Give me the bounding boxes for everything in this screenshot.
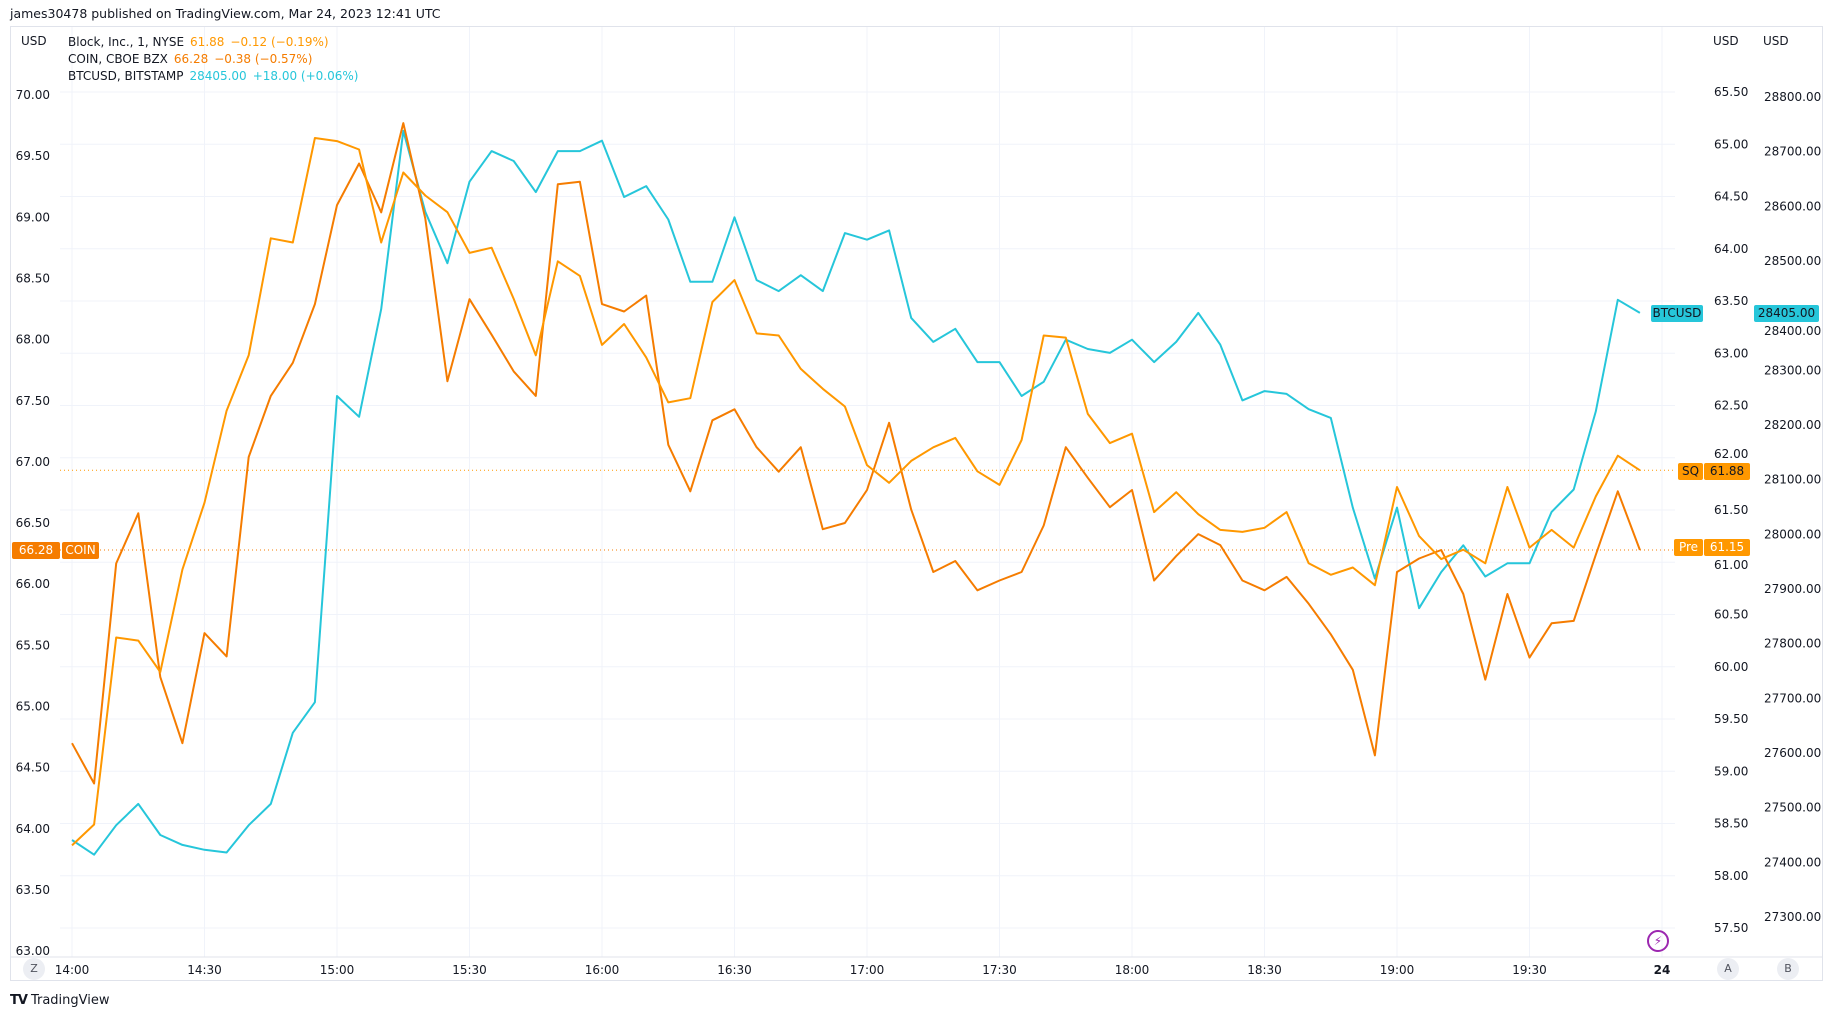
right-axis-tick-label: 65.00 bbox=[1714, 137, 1748, 151]
left-axis-tick-label: 69.50 bbox=[16, 149, 50, 163]
lightning-icon[interactable]: ⚡ bbox=[1647, 930, 1669, 952]
coin-series-line bbox=[71, 122, 1641, 785]
left-axis-tick-label: 63.50 bbox=[16, 883, 50, 897]
logo-text: TradingView bbox=[30, 993, 110, 1008]
coin-price-badge: 66.28 bbox=[12, 542, 60, 559]
right-axis-tick-label: 60.50 bbox=[1714, 608, 1748, 622]
time-axis-label: 19:30 bbox=[1512, 963, 1547, 977]
left-axis-tick-label: 67.00 bbox=[16, 455, 50, 469]
time-axis-label: 17:00 bbox=[850, 963, 885, 977]
time-axis-label: 18:30 bbox=[1247, 963, 1282, 977]
legend: Block, Inc., 1, NYSE 61.88 −0.12 (−0.19%) … bbox=[68, 34, 364, 85]
right-axis-tick-label: 60.00 bbox=[1714, 660, 1748, 674]
legend-last: 66.28 bbox=[173, 52, 209, 66]
left-axis-tick-label: 63.00 bbox=[16, 944, 50, 958]
right-axis-tick-label: 59.00 bbox=[1714, 764, 1748, 778]
legend-symbol: Block, Inc., 1, NYSE bbox=[68, 35, 185, 49]
time-axis-label: 17:30 bbox=[982, 963, 1017, 977]
right-axis-unit: USD bbox=[1713, 34, 1739, 48]
sq-price-badge: 61.88 bbox=[1704, 463, 1750, 480]
right-axis-tick-label: 62.50 bbox=[1714, 399, 1748, 413]
legend-change: −0.12 (−0.19%) bbox=[230, 35, 329, 49]
right2-axis-tick-label: 28600.00 bbox=[1764, 199, 1821, 213]
right2-axis-unit: USD bbox=[1763, 34, 1789, 48]
tv-logo-icon: TV bbox=[10, 993, 28, 1008]
right-axis-tick-label: 58.50 bbox=[1714, 817, 1748, 831]
btcusd-series-line bbox=[71, 129, 1641, 856]
legend-row-coin[interactable]: COIN, CBOE BZX 66.28 −0.38 (−0.57%) bbox=[68, 51, 364, 68]
time-axis-label: 15:00 bbox=[320, 963, 355, 977]
left-axis-tick-label: 68.50 bbox=[16, 271, 50, 285]
right2-axis-tick-label: 28800.00 bbox=[1764, 90, 1821, 104]
legend-change: −0.38 (−0.57%) bbox=[214, 52, 313, 66]
left-axis-tick-label: 64.00 bbox=[16, 822, 50, 836]
right-axis-tick-label: 63.00 bbox=[1714, 346, 1748, 360]
right2-axis-tick-label: 28700.00 bbox=[1764, 145, 1821, 159]
btcusd-price-badge: 28405.00 bbox=[1754, 305, 1819, 322]
right-axis-tick-label: 59.50 bbox=[1714, 712, 1748, 726]
time-axis-label: 24 bbox=[1654, 963, 1671, 977]
left-axis-tick-label: 66.00 bbox=[16, 577, 50, 591]
chart-frame bbox=[10, 26, 1823, 981]
right2-axis-tick-label: 27600.00 bbox=[1764, 746, 1821, 760]
right-axis-tick-label: 61.50 bbox=[1714, 503, 1748, 517]
legend-change: +18.00 (+0.06%) bbox=[252, 69, 359, 83]
btcusd-label-badge: BTCUSD bbox=[1651, 305, 1703, 322]
right-axis-tick-label: 61.00 bbox=[1714, 558, 1748, 572]
premarket-price-badge: 61.15 bbox=[1704, 539, 1750, 556]
right2-axis-tick-label: 27500.00 bbox=[1764, 801, 1821, 815]
right2-axis-tick-label: 28400.00 bbox=[1764, 324, 1821, 338]
time-axis-label: 19:00 bbox=[1380, 963, 1415, 977]
right-axis-tick-label: 64.50 bbox=[1714, 190, 1748, 204]
time-axis-label: 15:30 bbox=[452, 963, 487, 977]
tradingview-logo[interactable]: TV TradingView bbox=[10, 993, 109, 1008]
right2-axis-tick-label: 27900.00 bbox=[1764, 582, 1821, 596]
coin-label-badge: COIN bbox=[62, 542, 99, 559]
time-axis-label: 16:30 bbox=[717, 963, 752, 977]
left-axis-tick-label: 65.50 bbox=[16, 638, 50, 652]
left-axis-tick-label: 68.00 bbox=[16, 333, 50, 347]
auto-scale-button[interactable]: A bbox=[1717, 958, 1739, 980]
right-axis-tick-label: 62.00 bbox=[1714, 447, 1748, 461]
left-axis-tick-label: 66.50 bbox=[16, 516, 50, 530]
right2-axis-tick-label: 28200.00 bbox=[1764, 418, 1821, 432]
time-axis-label: 14:30 bbox=[187, 963, 222, 977]
time-axis-label: 14:00 bbox=[55, 963, 90, 977]
right-axis-tick-label: 65.50 bbox=[1714, 85, 1748, 99]
left-axis-tick-label: 69.00 bbox=[16, 210, 50, 224]
left-axis-tick-label: 64.50 bbox=[16, 761, 50, 775]
right2-axis-tick-label: 28100.00 bbox=[1764, 473, 1821, 487]
right2-axis-tick-label: 27800.00 bbox=[1764, 637, 1821, 651]
legend-last: 28405.00 bbox=[189, 69, 247, 83]
left-axis-tick-label: 67.50 bbox=[16, 394, 50, 408]
legend-row-btc[interactable]: BTCUSD, BITSTAMP 28405.00 +18.00 (+0.06%) bbox=[68, 68, 364, 85]
premarket-label-badge: Pre bbox=[1674, 539, 1703, 556]
time-axis-label: 16:00 bbox=[585, 963, 620, 977]
right-axis-tick-label: 58.00 bbox=[1714, 869, 1748, 883]
zoom-reset-button[interactable]: Z bbox=[23, 958, 45, 980]
right2-axis-tick-label: 28000.00 bbox=[1764, 527, 1821, 541]
legend-row-sq[interactable]: Block, Inc., 1, NYSE 61.88 −0.12 (−0.19%) bbox=[68, 34, 364, 51]
right-axis-tick-label: 63.50 bbox=[1714, 294, 1748, 308]
b-scale-button[interactable]: B bbox=[1777, 958, 1799, 980]
right2-axis-tick-label: 27400.00 bbox=[1764, 855, 1821, 869]
legend-symbol: COIN, CBOE BZX bbox=[68, 52, 168, 66]
right2-axis-tick-label: 28300.00 bbox=[1764, 363, 1821, 377]
right2-axis-tick-label: 27300.00 bbox=[1764, 910, 1821, 924]
right-axis-tick-label: 64.00 bbox=[1714, 242, 1748, 256]
right2-axis-tick-label: 27700.00 bbox=[1764, 691, 1821, 705]
left-axis-tick-label: 70.00 bbox=[16, 88, 50, 102]
left-axis-tick-label: 65.00 bbox=[16, 700, 50, 714]
legend-symbol: BTCUSD, BITSTAMP bbox=[68, 69, 184, 83]
legend-last: 61.88 bbox=[190, 35, 225, 49]
time-axis-label: 18:00 bbox=[1115, 963, 1150, 977]
sq-label-badge: SQ bbox=[1678, 463, 1703, 480]
right2-axis-tick-label: 28500.00 bbox=[1764, 254, 1821, 268]
published-by-text: james30478 published on TradingView.com,… bbox=[10, 6, 441, 21]
sq-series-line bbox=[71, 137, 1641, 847]
right-axis-tick-label: 57.50 bbox=[1714, 921, 1748, 935]
left-axis-unit: USD bbox=[21, 34, 47, 48]
